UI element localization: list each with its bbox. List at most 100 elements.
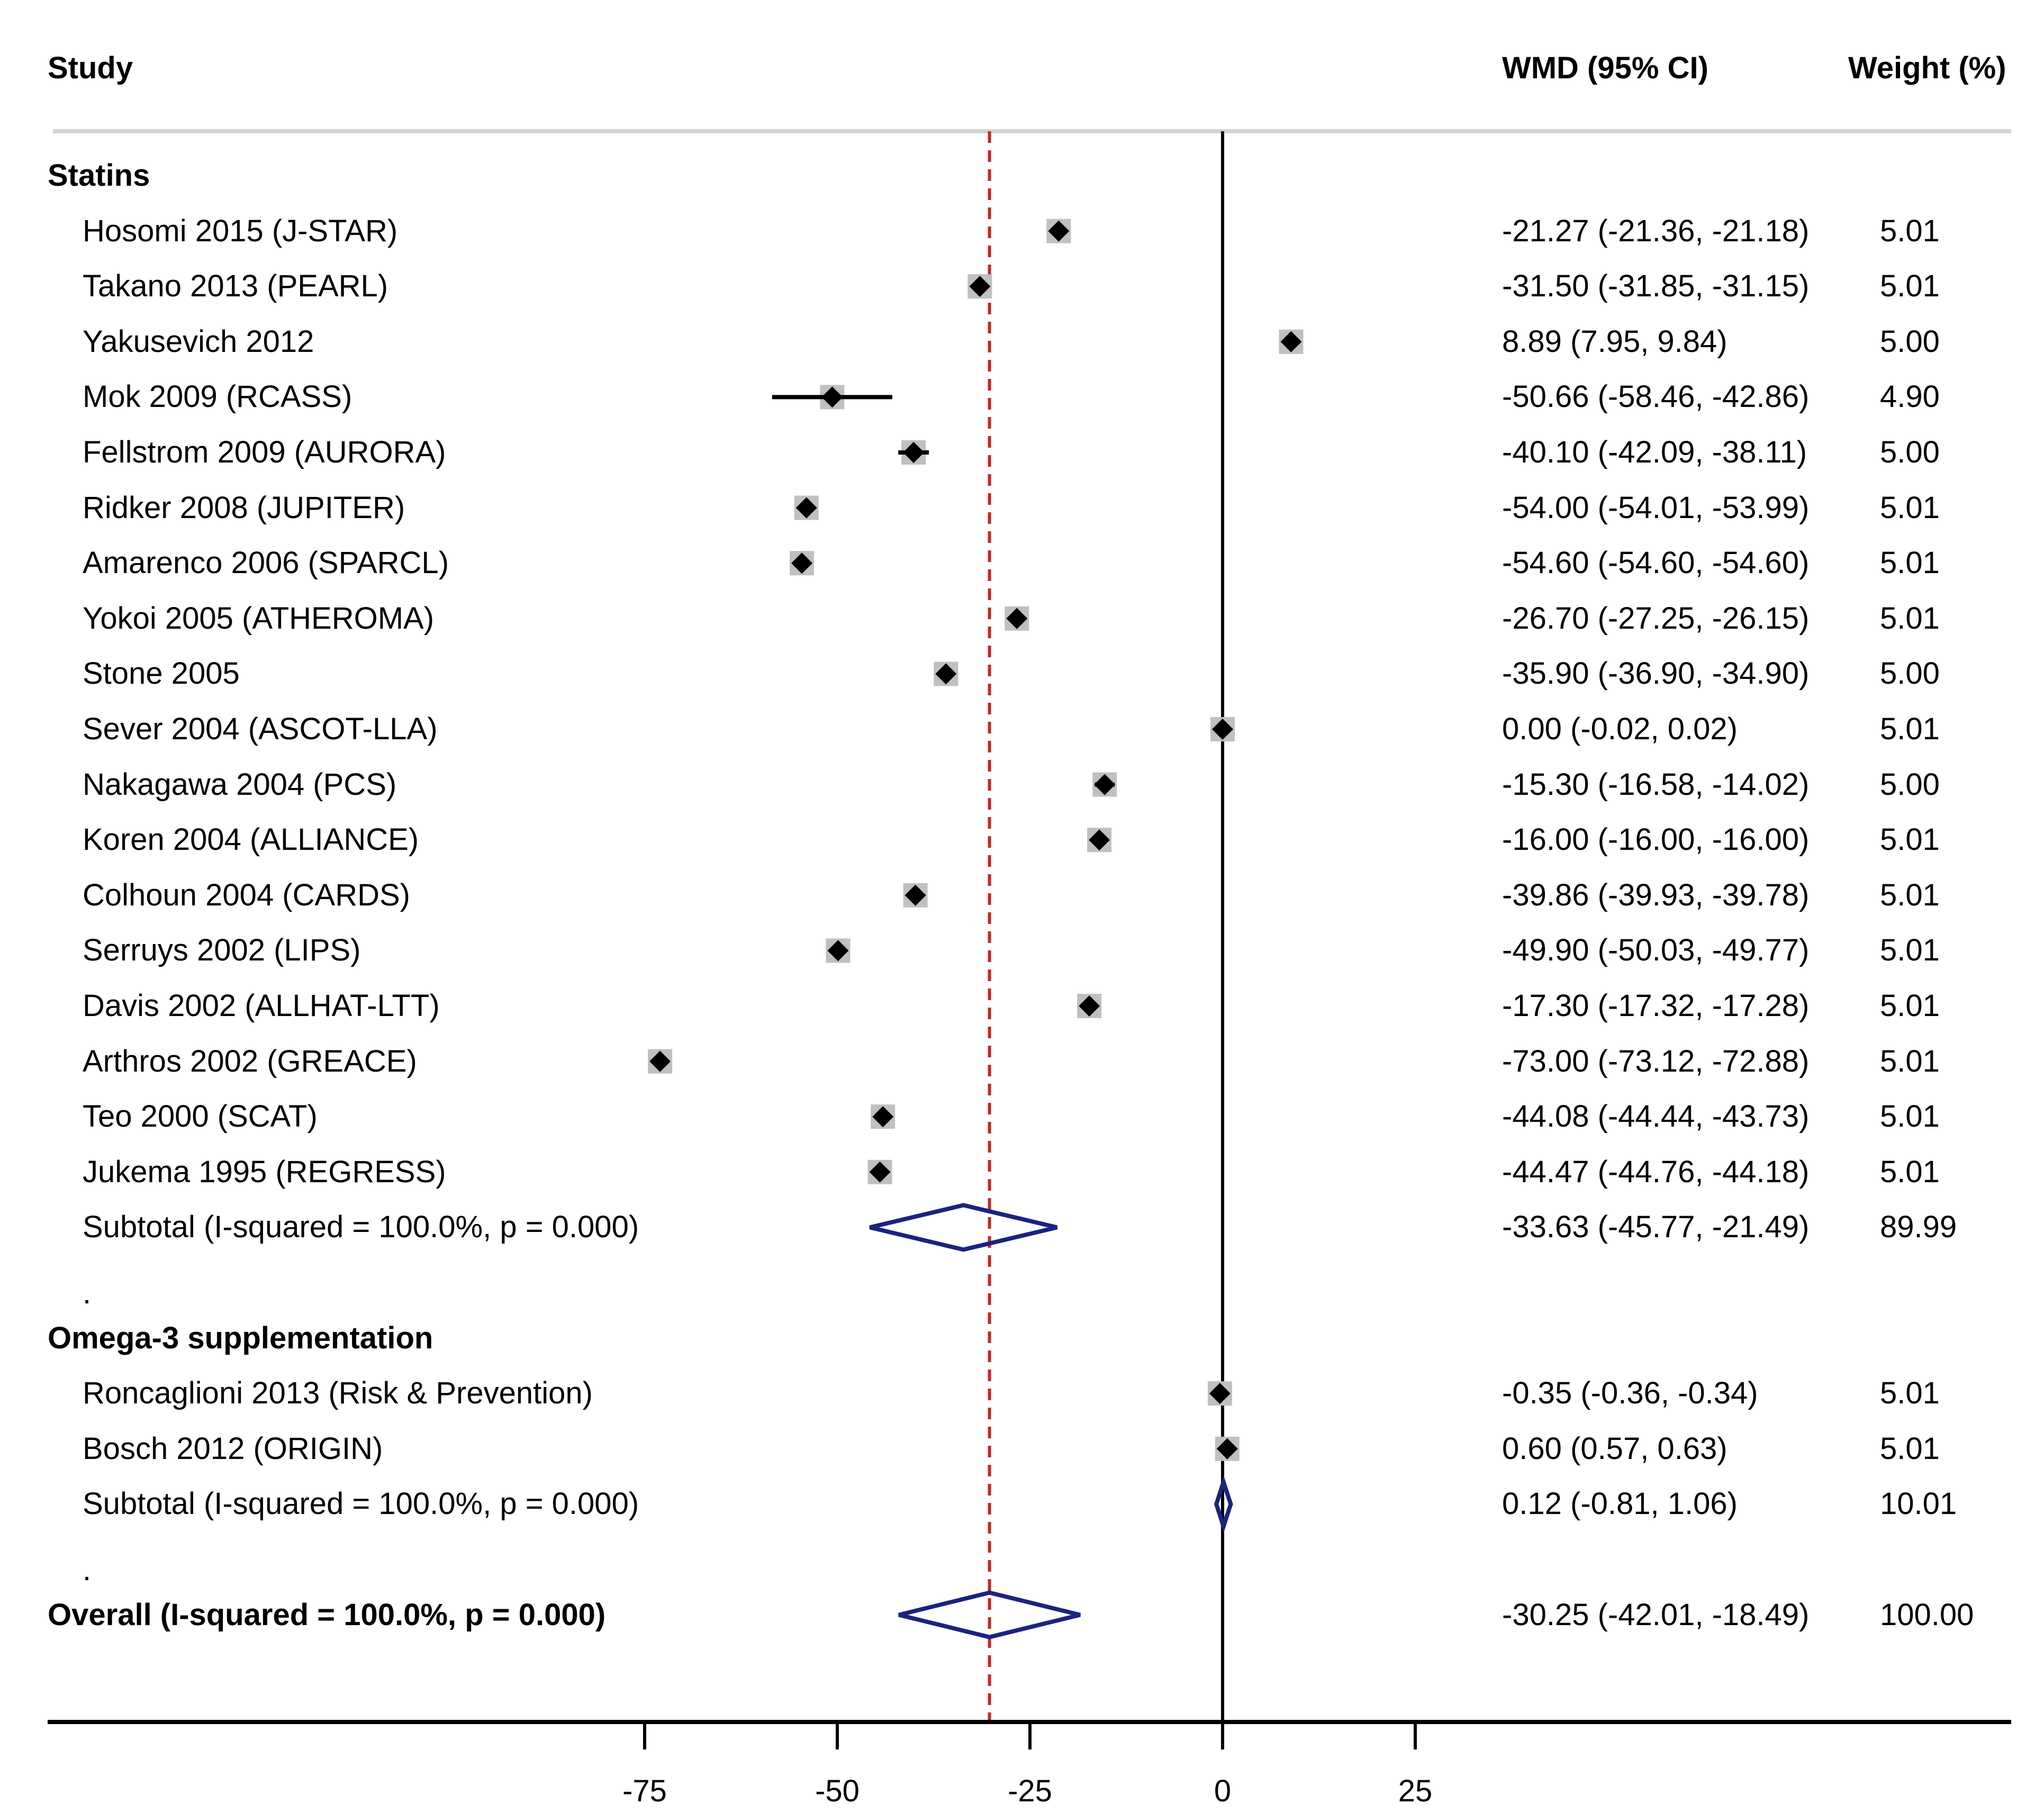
study-label: Nakagawa 2004 (PCS) bbox=[83, 767, 397, 802]
group-label: Statins bbox=[48, 158, 150, 193]
subtotal-weight: 89.99 bbox=[1880, 1210, 1957, 1245]
study-label: Fellstrom 2009 (AURORA) bbox=[83, 435, 446, 469]
row-spacer: . bbox=[83, 1276, 92, 1310]
study-weight: 5.01 bbox=[1880, 601, 1940, 636]
study-estimate: -49.90 (-50.03, -49.77) bbox=[1502, 933, 1810, 968]
study-label: Koren 2004 (ALLIANCE) bbox=[83, 822, 419, 857]
study-weight: 5.01 bbox=[1880, 1099, 1940, 1134]
study-estimate: -17.30 (-17.32, -17.28) bbox=[1502, 989, 1810, 1023]
subtotal-weight: 10.01 bbox=[1880, 1486, 1957, 1521]
study-weight: 5.00 bbox=[1880, 656, 1940, 691]
study-estimate: -39.86 (-39.93, -39.78) bbox=[1502, 877, 1810, 912]
point-estimate bbox=[969, 276, 991, 297]
study-weight: 5.01 bbox=[1880, 213, 1940, 248]
x-tick-label: -75 bbox=[622, 1774, 667, 1808]
study-estimate: -15.30 (-16.58, -14.02) bbox=[1502, 767, 1810, 802]
study-weight: 5.01 bbox=[1880, 822, 1940, 857]
study-weight: 5.00 bbox=[1880, 767, 1940, 802]
x-tick-label: 0 bbox=[1214, 1774, 1231, 1808]
study-weight: 5.01 bbox=[1880, 1044, 1940, 1078]
study-estimate: -44.08 (-44.44, -43.73) bbox=[1502, 1099, 1810, 1134]
study-estimate: 0.00 (-0.02, 0.02) bbox=[1502, 712, 1738, 746]
study-estimate: -40.10 (-42.09, -38.11) bbox=[1502, 435, 1807, 469]
study-weight: 5.01 bbox=[1880, 933, 1940, 968]
overall-label: Overall (I-squared = 100.0%, p = 0.000) bbox=[48, 1597, 606, 1632]
point-estimate bbox=[1048, 220, 1070, 242]
study-label: Amarenco 2006 (SPARCL) bbox=[83, 546, 449, 581]
study-estimate: -16.00 (-16.00, -16.00) bbox=[1502, 822, 1810, 857]
overall-weight: 100.00 bbox=[1880, 1597, 1974, 1632]
study-weight: 5.01 bbox=[1880, 989, 1940, 1023]
study-estimate: 0.60 (0.57, 0.63) bbox=[1502, 1431, 1728, 1466]
study-weight: 5.01 bbox=[1880, 490, 1940, 525]
study-label: Arthros 2002 (GREACE) bbox=[83, 1044, 417, 1078]
point-estimate bbox=[872, 1106, 894, 1128]
study-label: Roncaglioni 2013 (Risk & Prevention) bbox=[83, 1376, 593, 1411]
study-estimate: -73.00 (-73.12, -72.88) bbox=[1502, 1044, 1810, 1078]
point-estimate bbox=[869, 1161, 891, 1183]
subtotal-diamond bbox=[869, 1203, 1058, 1252]
study-label: Serruys 2002 (LIPS) bbox=[83, 933, 361, 968]
study-weight: 4.90 bbox=[1880, 379, 1940, 414]
study-estimate: -54.60 (-54.60, -54.60) bbox=[1502, 546, 1810, 581]
point-estimate bbox=[821, 386, 843, 408]
study-weight: 5.01 bbox=[1880, 1154, 1940, 1189]
study-weight: 5.01 bbox=[1880, 1376, 1940, 1411]
point-estimate bbox=[1209, 1383, 1231, 1404]
study-estimate: -0.35 (-0.36, -0.34) bbox=[1502, 1376, 1758, 1411]
point-estimate bbox=[905, 884, 926, 906]
point-estimate bbox=[1216, 1438, 1238, 1460]
study-label: Teo 2000 (SCAT) bbox=[83, 1099, 318, 1134]
x-tick-label: -25 bbox=[1008, 1774, 1052, 1808]
point-estimate bbox=[903, 442, 925, 463]
point-estimate bbox=[1094, 774, 1116, 795]
study-label: Colhoun 2004 (CARDS) bbox=[83, 877, 410, 912]
point-estimate bbox=[1280, 331, 1302, 352]
study-label: Takano 2013 (PEARL) bbox=[83, 269, 388, 304]
point-estimate bbox=[1006, 608, 1028, 629]
study-label: Yakusevich 2012 bbox=[83, 324, 314, 359]
study-estimate: -21.27 (-21.36, -21.18) bbox=[1502, 213, 1810, 248]
x-tick-label: -50 bbox=[815, 1774, 860, 1808]
overall-estimate: -30.25 (-42.01, -18.49) bbox=[1502, 1597, 1810, 1632]
subtotal-diamond bbox=[1214, 1475, 1233, 1534]
study-label: Hosomi 2015 (J-STAR) bbox=[83, 213, 398, 248]
study-label: Bosch 2012 (ORIGIN) bbox=[83, 1431, 383, 1466]
subtotal-label: Subtotal (I-squared = 100.0%, p = 0.000) bbox=[83, 1210, 639, 1245]
study-weight: 5.01 bbox=[1880, 269, 1940, 304]
study-label: Mok 2009 (RCASS) bbox=[83, 379, 352, 414]
study-weight: 5.01 bbox=[1880, 877, 1940, 912]
study-estimate: -26.70 (-27.25, -26.15) bbox=[1502, 601, 1810, 636]
study-weight: 5.01 bbox=[1880, 1431, 1940, 1466]
study-label: Davis 2002 (ALLHAT-LTT) bbox=[83, 989, 440, 1023]
effect-column-header: WMD (95% CI) bbox=[1502, 51, 1708, 85]
study-label: Jukema 1995 (REGRESS) bbox=[83, 1154, 446, 1189]
x-tick-label: 25 bbox=[1398, 1774, 1433, 1808]
row-spacer: . bbox=[83, 1553, 92, 1587]
point-estimate bbox=[1089, 829, 1110, 851]
study-estimate: -35.90 (-36.90, -34.90) bbox=[1502, 656, 1810, 691]
point-estimate bbox=[935, 663, 957, 685]
study-label: Yokoi 2005 (ATHEROMA) bbox=[83, 601, 435, 636]
study-label: Stone 2005 bbox=[83, 656, 240, 691]
point-estimate bbox=[827, 940, 849, 962]
study-weight: 5.00 bbox=[1880, 435, 1940, 469]
point-estimate bbox=[795, 497, 817, 519]
study-estimate: -31.50 (-31.85, -31.15) bbox=[1502, 269, 1810, 304]
study-estimate: -54.00 (-54.01, -53.99) bbox=[1502, 490, 1810, 525]
point-estimate bbox=[791, 552, 813, 574]
weight-column-header: Weight (%) bbox=[1848, 51, 2006, 85]
point-estimate bbox=[1079, 995, 1100, 1017]
subtotal-label: Subtotal (I-squared = 100.0%, p = 0.000) bbox=[83, 1486, 639, 1521]
study-label: Sever 2004 (ASCOT-LLA) bbox=[83, 712, 438, 746]
study-column-header: Study bbox=[48, 51, 133, 85]
subtotal-estimate: 0.12 (-0.81, 1.06) bbox=[1502, 1486, 1738, 1521]
point-estimate bbox=[1212, 719, 1233, 740]
subtotal-estimate: -33.63 (-45.77, -21.49) bbox=[1502, 1210, 1810, 1245]
study-estimate: -44.47 (-44.76, -44.18) bbox=[1502, 1154, 1810, 1189]
overall-diamond bbox=[898, 1590, 1081, 1639]
study-weight: 5.01 bbox=[1880, 712, 1940, 746]
study-weight: 5.00 bbox=[1880, 324, 1940, 359]
